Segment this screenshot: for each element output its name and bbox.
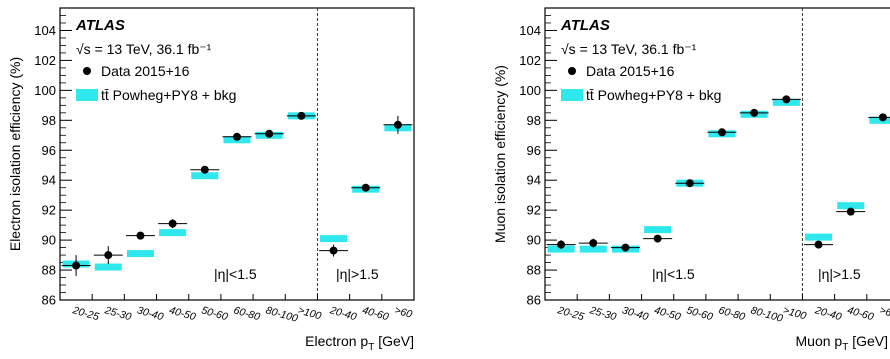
data-point <box>104 251 113 260</box>
x-category-label: 30-40 <box>621 304 650 323</box>
x-category-label: 50-60 <box>685 304 714 323</box>
data-point <box>265 129 274 138</box>
energy-lumi-label: √s = 13 TeV, 36.1 fb⁻¹ <box>76 41 212 57</box>
x-category-label: 20-40 <box>813 304 843 323</box>
y-tick-label: 104 <box>519 23 541 38</box>
x-category-label: 60-80 <box>232 304 261 323</box>
y-tick-label: 100 <box>34 83 56 98</box>
y-tick-label: 94 <box>527 173 541 188</box>
mc-band <box>644 226 672 234</box>
mc-band <box>320 235 348 243</box>
mc-band <box>579 245 607 253</box>
region-label-forward: |η|>1.5 <box>336 266 379 282</box>
data-point <box>878 113 887 122</box>
y-tick-label: 88 <box>527 263 541 278</box>
x-category-label: 40-60 <box>361 304 390 323</box>
data-point <box>685 179 694 188</box>
x-category-label: >100 <box>297 304 323 322</box>
data-point <box>814 240 823 249</box>
plot-frame <box>544 7 890 301</box>
region-label-forward: |η|>1.5 <box>818 266 861 282</box>
data-point <box>846 207 855 216</box>
x-category-label: 40-50 <box>653 304 682 323</box>
legend-mc-label: tt̄ Powheg+PY8 + bkg <box>101 87 236 103</box>
mc-band <box>837 202 865 210</box>
y-tick-label: 104 <box>34 23 56 38</box>
plot-frame <box>59 7 415 301</box>
data-point <box>168 219 177 228</box>
y-tick-label: 98 <box>527 113 541 128</box>
data-point <box>750 108 759 117</box>
data-point <box>200 165 209 174</box>
x-category-label: 25-30 <box>102 304 132 323</box>
x-axis-title: Electron pT [GeV] <box>305 333 414 353</box>
x-category-label: 80-100 <box>264 304 299 325</box>
data-point <box>233 132 241 141</box>
x-category-label: 20-25 <box>555 304 585 323</box>
energy-lumi-label: √s = 13 TeV, 36.1 fb⁻¹ <box>561 41 697 57</box>
y-tick-label: 90 <box>42 233 56 248</box>
x-category-label: 20-40 <box>328 304 358 323</box>
data-point <box>297 111 306 120</box>
data-point <box>557 240 566 249</box>
legend-data-label: Data 2015+16 <box>101 63 190 79</box>
data-point <box>782 95 791 104</box>
y-tick-label: 86 <box>527 293 541 308</box>
region-label-central: |η|<1.5 <box>652 266 695 282</box>
atlas-label: ATLAS <box>75 17 125 34</box>
mc-band <box>805 233 833 241</box>
y-axis-title: Electron isolation efficiency (%) <box>7 57 23 251</box>
x-category-label: >100 <box>782 304 808 322</box>
x-category-label: 50-60 <box>200 304 229 323</box>
y-tick-label: 94 <box>42 173 56 188</box>
data-point <box>136 231 145 240</box>
data-point <box>393 120 402 129</box>
x-category-label: >60 <box>393 304 414 320</box>
y-axis-title: Muon isolation efficiency (%) <box>492 65 508 243</box>
y-tick-label: 88 <box>42 263 56 278</box>
legend-data-marker <box>83 67 91 75</box>
y-tick-label: 100 <box>519 83 541 98</box>
y-tick-label: 86 <box>42 293 56 308</box>
x-category-label: 20-25 <box>70 304 100 323</box>
legend-mc-swatch <box>561 89 583 101</box>
data-point <box>361 183 370 192</box>
data-point <box>621 243 630 252</box>
y-tick-label: 96 <box>527 143 541 158</box>
x-category-label: 40-60 <box>846 304 875 323</box>
data-point <box>718 128 726 137</box>
legend-data-label: Data 2015+16 <box>586 63 675 79</box>
y-tick-label: 92 <box>42 203 56 218</box>
y-tick-label: 92 <box>527 203 541 218</box>
y-tick-label: 102 <box>34 53 56 68</box>
mc-band <box>869 116 890 124</box>
x-category-label: 25-30 <box>587 304 617 323</box>
mc-band <box>159 229 187 237</box>
legend-mc-swatch <box>76 89 98 101</box>
data-point <box>329 246 338 255</box>
region-label-central: |η|<1.5 <box>214 266 257 282</box>
mc-band <box>126 250 154 258</box>
y-tick-label: 96 <box>42 143 56 158</box>
data-point <box>589 239 598 248</box>
data-point <box>653 234 662 243</box>
x-category-label: >60 <box>878 304 890 320</box>
x-category-label: 30-40 <box>136 304 165 323</box>
y-tick-label: 90 <box>527 233 541 248</box>
x-axis-title: Muon pT [GeV] <box>796 333 889 353</box>
x-category-label: 60-80 <box>717 304 746 323</box>
atlas-label: ATLAS <box>560 17 610 34</box>
mc-band <box>191 172 219 180</box>
legend-data-marker <box>568 67 576 75</box>
y-tick-label: 98 <box>42 113 56 128</box>
y-tick-label: 102 <box>519 53 541 68</box>
data-point <box>72 261 81 270</box>
mc-band <box>94 263 122 271</box>
legend-mc-label: tt̄ Powheg+PY8 + bkg <box>586 87 721 103</box>
x-category-label: 40-50 <box>168 304 197 323</box>
x-category-label: 80-100 <box>749 304 784 325</box>
